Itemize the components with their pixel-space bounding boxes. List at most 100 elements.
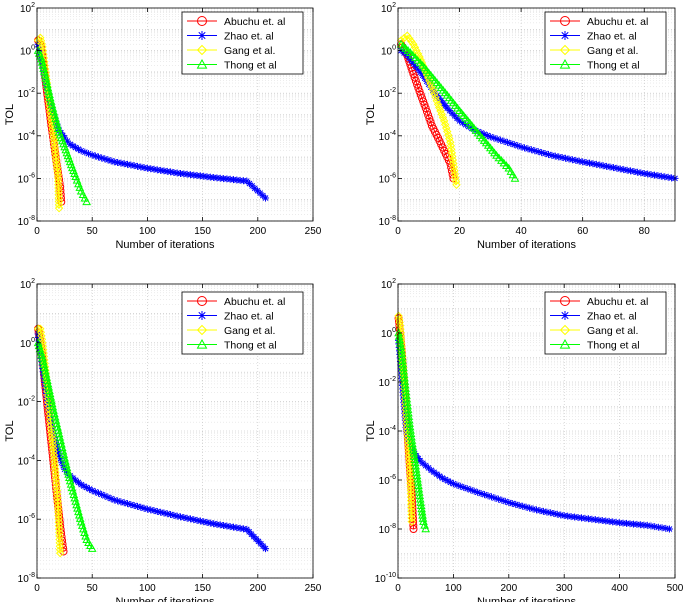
- data-point: [51, 415, 61, 424]
- data-point: [442, 123, 451, 133]
- data-point: [56, 436, 66, 445]
- data-point: [436, 472, 444, 480]
- data-point: [160, 509, 168, 517]
- data-point: [407, 432, 416, 441]
- data-point: [456, 117, 464, 125]
- data-point: [36, 328, 46, 337]
- data-point: [551, 152, 559, 160]
- data-point: [196, 517, 204, 525]
- data-point: [37, 331, 46, 340]
- data-point: [75, 514, 85, 522]
- x-tick-label: 80: [639, 226, 651, 237]
- legend-entry: Thong et al: [550, 338, 640, 352]
- data-point: [124, 500, 132, 508]
- data-point: [88, 486, 96, 494]
- data-point: [127, 501, 135, 509]
- data-point: [259, 192, 267, 200]
- data-point: [42, 77, 51, 85]
- data-point: [77, 147, 85, 155]
- data-point: [42, 80, 52, 89]
- data-point: [47, 417, 55, 425]
- data-point: [83, 484, 91, 492]
- data-point: [45, 389, 55, 398]
- data-point: [45, 90, 54, 98]
- data-point: [407, 37, 416, 46]
- data-point: [117, 159, 125, 167]
- data-point: [133, 502, 141, 510]
- data-point: [422, 462, 430, 470]
- data-point: [396, 345, 406, 354]
- data-point: [87, 544, 97, 552]
- data-point: [157, 508, 165, 516]
- legend-entry: Thong et al: [187, 58, 277, 72]
- data-point: [451, 177, 461, 186]
- data-point: [52, 120, 62, 129]
- data-point: [39, 64, 48, 72]
- data-point: [517, 143, 525, 151]
- data-point: [459, 119, 467, 127]
- y-tick-label: 10-8: [18, 215, 35, 228]
- data-point: [627, 167, 635, 175]
- data-point: [40, 67, 49, 76]
- data-point: [439, 116, 449, 126]
- data-point: [143, 505, 151, 513]
- data-point: [53, 493, 62, 503]
- data-point: [50, 110, 60, 119]
- data-point: [487, 493, 495, 501]
- legend-entry: Zhao et. al: [187, 31, 274, 43]
- data-point: [533, 506, 540, 514]
- data-point: [399, 366, 409, 375]
- data-point: [67, 483, 77, 492]
- data-point: [463, 485, 471, 493]
- data-point: [98, 491, 106, 499]
- data-point: [58, 446, 68, 455]
- data-point: [65, 476, 75, 485]
- data-point: [546, 509, 554, 517]
- legend-marker: [196, 338, 208, 349]
- data-point: [137, 163, 145, 171]
- data-point: [423, 73, 433, 83]
- data-point: [40, 70, 50, 79]
- data-point: [397, 349, 407, 357]
- data-point: [407, 513, 416, 523]
- data-point: [55, 545, 65, 554]
- data-point: [81, 148, 89, 156]
- data-point: [409, 451, 419, 460]
- data-point: [52, 156, 61, 165]
- legend-marker: [197, 16, 207, 26]
- x-tick-label: 250: [305, 583, 322, 594]
- data-point: [47, 395, 56, 404]
- data-point: [403, 405, 413, 413]
- data-point: [49, 107, 59, 116]
- chart-panel-4: 0 100 200 300 400 500 10-10 10-8 10-6 10-4 10-2 100…: [365, 278, 684, 602]
- data-point: [48, 402, 58, 411]
- x-tick-label: 40: [516, 226, 528, 237]
- data-point: [508, 499, 516, 507]
- data-point: [73, 503, 82, 512]
- data-point: [55, 451, 63, 459]
- data-point: [130, 501, 138, 509]
- data-point: [98, 154, 106, 162]
- data-point: [543, 508, 551, 516]
- data-point: [104, 493, 112, 501]
- data-point: [662, 524, 670, 532]
- data-point: [586, 159, 594, 167]
- x-tick-label: 150: [194, 226, 211, 237]
- data-point: [401, 384, 411, 392]
- data-point: [210, 520, 218, 528]
- legend-label: Gang et al.: [224, 45, 275, 57]
- data-point: [114, 158, 122, 166]
- x-tick-label: 20: [454, 226, 466, 237]
- data-point: [450, 169, 460, 179]
- data-point: [91, 488, 99, 496]
- data-point: [620, 166, 628, 174]
- data-point: [432, 96, 441, 106]
- legend-label: Abuchu et. al: [587, 296, 648, 308]
- data-point: [453, 481, 461, 489]
- y-tick-label: 10-6: [18, 513, 35, 526]
- data-point: [557, 511, 565, 519]
- data-point: [243, 177, 251, 185]
- legend-label: Thong et al: [587, 60, 640, 72]
- data-point: [460, 483, 468, 491]
- series-line: [400, 34, 457, 185]
